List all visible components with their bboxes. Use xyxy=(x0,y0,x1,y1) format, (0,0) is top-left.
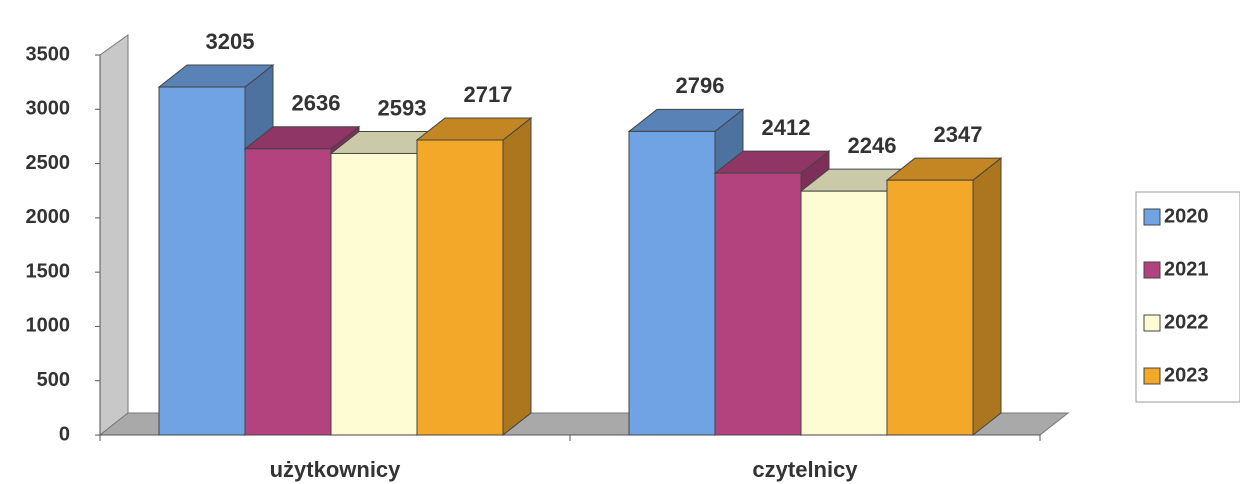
legend-label: 2021 xyxy=(1164,258,1209,280)
y-tick-label: 1500 xyxy=(26,260,71,282)
y-tick-label: 3500 xyxy=(26,43,71,65)
data-label: 2717 xyxy=(464,82,513,107)
bar xyxy=(158,86,246,436)
bar xyxy=(714,172,802,436)
bar xyxy=(886,179,974,436)
legend-swatch xyxy=(1143,261,1161,279)
data-label: 2636 xyxy=(292,91,341,116)
bar-side xyxy=(502,116,532,437)
data-label: 3205 xyxy=(206,29,255,54)
y-tick-label: 2000 xyxy=(26,206,71,228)
data-label: 2412 xyxy=(762,115,811,140)
legend-box xyxy=(1135,191,1240,403)
y-tick-label: 2500 xyxy=(26,152,71,174)
legend-label: 2022 xyxy=(1164,311,1209,333)
legend-label: 2023 xyxy=(1164,364,1209,386)
x-tick-label: użytkownicy xyxy=(270,457,402,482)
data-label: 2246 xyxy=(848,133,897,158)
legend-swatch xyxy=(1143,208,1161,226)
bar xyxy=(330,152,418,436)
back-wall xyxy=(99,34,129,437)
legend-label: 2020 xyxy=(1164,205,1209,227)
bar xyxy=(628,130,716,436)
legend-swatch xyxy=(1143,314,1161,332)
bar xyxy=(800,190,888,436)
bar xyxy=(416,139,504,436)
bar-side xyxy=(972,157,1002,437)
y-tick-label: 0 xyxy=(59,423,70,445)
legend-swatch xyxy=(1143,367,1161,385)
x-tick-label: czytelnicy xyxy=(752,457,858,482)
data-label: 2347 xyxy=(934,122,983,147)
y-tick-label: 3000 xyxy=(26,98,71,120)
bar xyxy=(244,148,332,436)
y-tick-label: 500 xyxy=(37,369,70,391)
data-label: 2796 xyxy=(676,73,725,98)
data-label: 2593 xyxy=(378,95,427,120)
y-tick-label: 1000 xyxy=(26,315,71,337)
